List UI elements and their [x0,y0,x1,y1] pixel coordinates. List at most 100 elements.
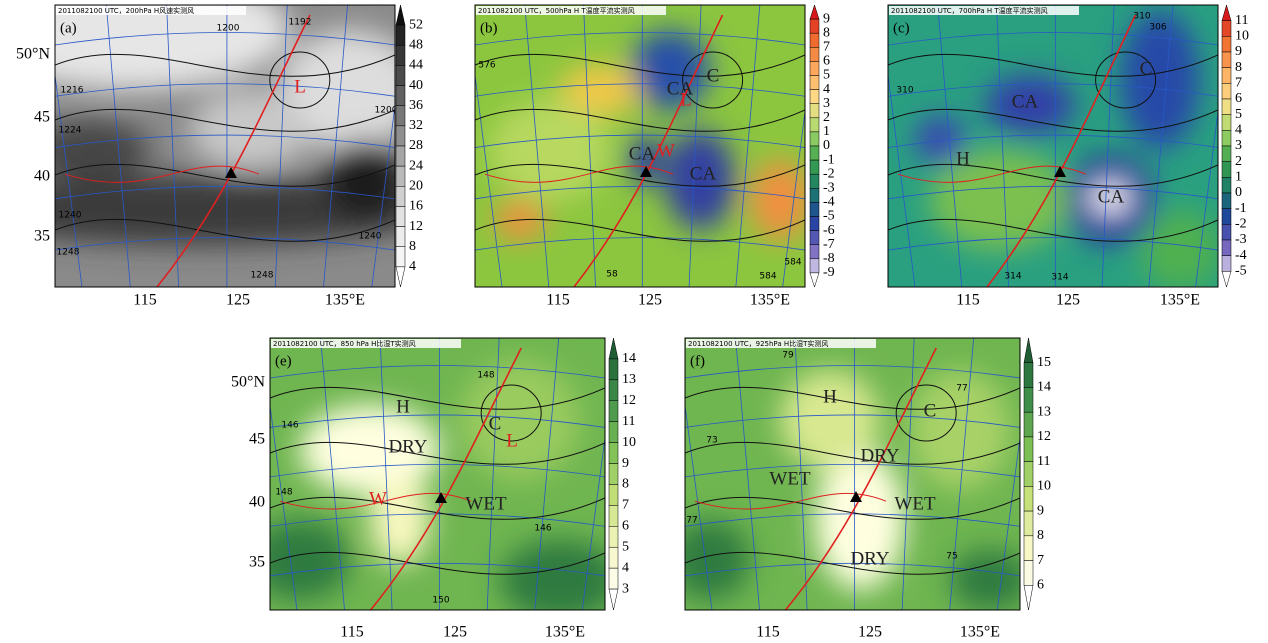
longitude-label: 135°E [1160,292,1200,309]
colorbar-label: 2 [1235,154,1242,169]
colorbar-segment [609,443,618,464]
colorbar-label: -1 [823,152,835,167]
colorbar-segment [810,259,819,273]
colorbar-segment [810,33,819,47]
contour-label: 1200 [375,106,398,116]
colorbar-segment [1222,52,1231,68]
colorbar-segment [1222,162,1231,178]
longitude-label: 135°E [545,624,585,641]
latitude-label: 35 [249,554,265,571]
shade-region [950,550,1030,610]
map-panel: 2011082100 UTC，850 hPa H比湿T实测风(e)HCLDRYW… [231,338,636,641]
colorbar-label: 6 [1037,577,1044,592]
latitude-label: 40 [249,494,265,511]
colorbar-label: 3 [823,96,830,111]
colorbar-segment [396,206,405,226]
longitude-label: 135°E [750,292,790,309]
colorbar-label: 7 [622,498,629,513]
colorbar-label: 10 [1235,29,1249,44]
colorbar-cap [609,589,618,610]
colorbar-label: 9 [622,456,629,471]
colorbar-label: -2 [1235,217,1247,232]
colorbar-label: 8 [622,477,629,492]
contour-label: 1248 [251,271,274,281]
contour-label: 1216 [61,86,84,96]
contour-label: 148 [275,488,292,498]
colorbar-label: 12 [409,219,423,234]
colorbar-segment [1222,240,1231,256]
shade-region [250,520,350,600]
annotation: CA [1012,91,1039,112]
colorbar-cap [609,338,618,359]
annotation: CA [690,163,717,184]
colorbar-segment [810,188,819,202]
colorbar-segment [396,227,405,247]
longitude-label: 125 [1056,292,1080,309]
annotation: CA [1098,186,1125,207]
colorbar-segment [609,484,618,505]
annotation: CA [629,143,656,164]
colorbar-segment [609,464,618,485]
colorbar-segment [1024,536,1033,561]
shade-region [190,90,310,170]
colorbar-segment [1024,462,1033,487]
panel-header: 2011082100 UTC，850 hPa H比湿T实测风 [273,339,416,348]
colorbar-segment [1222,83,1231,99]
colorbar-label: -8 [823,251,835,266]
shade-region [500,540,620,620]
colorbar-segment [396,86,405,106]
annotation: C [707,65,720,86]
colorbar-label: 28 [409,138,423,153]
colorbar-label: 9 [823,11,830,26]
shade-region [490,100,610,200]
colorbar-label: 20 [409,179,423,194]
colorbar-label: 5 [1235,107,1242,122]
map-area: 2011082100 UTC，850 hPa H比湿T实测风(e)HCLDRYW… [250,338,620,625]
map-area: 2011082100 UTC，500hPa H T温度平流实测风(b)CACLC… [466,5,819,301]
colorbar-segment [810,174,819,188]
annotation: W [369,488,387,509]
colorbar-label: 36 [409,98,423,113]
contour-label: 58 [606,270,618,280]
map-panel: 2011082100 UTC，925hPa H比湿T实测风(f)HCDRYWET… [670,338,1051,641]
colorbar-label: 6 [1235,91,1242,106]
panel-label: (f) [690,353,705,369]
colorbar-label: 2 [823,110,830,125]
colorbar-label: 5 [622,539,629,554]
colorbar-segment [1222,256,1231,272]
colorbar-label: 7 [1235,76,1242,91]
colorbar-label: 4 [823,82,830,97]
colorbar-label: 13 [1037,404,1051,419]
colorbar-segment [1222,209,1231,225]
colorbar-label: 13 [622,372,636,387]
colorbar-label: -2 [823,166,835,181]
longitude-label: 125 [226,292,250,309]
annotation: DRY [388,436,427,457]
colorbar-cap [1024,338,1033,363]
contour-label: 77 [686,516,697,526]
colorbar-label: 4 [1235,123,1242,138]
contour-label: 150 [432,596,449,606]
longitude-label: 135°E [325,292,365,309]
map-area: 2011082100 UTC，925hPa H比湿T实测风(f)HCDRYWET… [670,338,1033,625]
colorbar-label: 4 [409,259,416,274]
contour-label: 1200 [217,24,240,34]
panel-label: (a) [60,20,77,36]
longitude-label: 115 [546,292,569,309]
contour-label: 1248 [57,248,80,258]
colorbar-label: -3 [823,181,835,196]
colorbar-segment [810,231,819,245]
shade-region [670,520,750,600]
panel-header: 2011082100 UTC，925hPa H比湿T实测风 [688,339,828,348]
figure: 2011082100 UTC，200hPa H风速实测风(a)L11921200… [0,0,1268,643]
colorbar-segment [810,245,819,259]
annotation: W [657,140,675,161]
map-panel: 2011082100 UTC，700hPa H T温度平流实测风(c)CCAHC… [879,5,1249,309]
panel-label: (c) [893,20,910,36]
colorbar-segment [396,247,405,267]
colorbar-segment [1222,146,1231,162]
colorbar-segment [1222,36,1231,52]
contour-label: 1224 [59,126,82,136]
colorbar-segment [810,118,819,132]
colorbar-label: 8 [409,239,416,254]
